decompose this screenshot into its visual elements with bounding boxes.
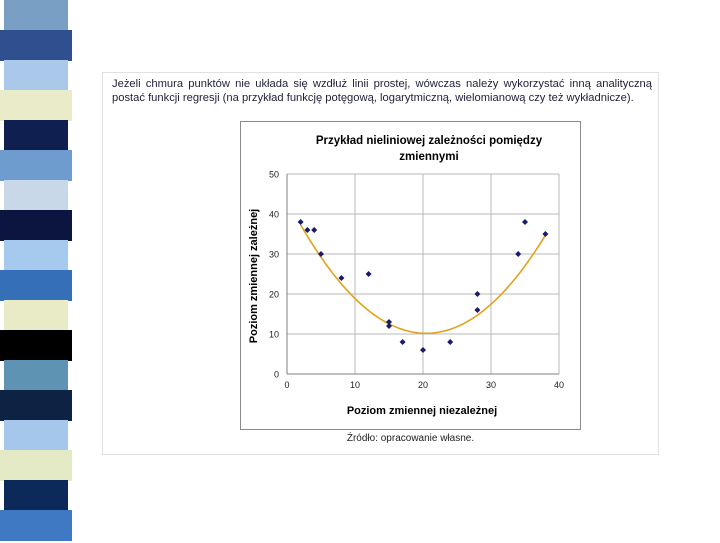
stripe-block (4, 180, 68, 213)
stripe-block (0, 270, 72, 303)
stripe-block (0, 330, 72, 363)
stripe-block (4, 300, 68, 333)
data-point (420, 347, 426, 353)
y-tick-label: 20 (269, 290, 279, 300)
stripe-block (0, 450, 72, 483)
y-tick-label: 10 (269, 330, 279, 340)
data-point (515, 251, 522, 257)
x-tick-label: 10 (350, 380, 360, 390)
stripe-block (4, 60, 68, 93)
decorative-stripe (0, 0, 72, 543)
data-point (304, 227, 311, 233)
data-point (474, 307, 481, 313)
data-point (318, 251, 324, 257)
chart-title-line-1: Przykład nieliniowej zależności pomiędzy (316, 135, 543, 147)
data-point (399, 339, 406, 345)
stripe-block (0, 30, 72, 63)
stripe-block (4, 120, 68, 153)
x-tick-label: 40 (554, 380, 564, 390)
y-axis-label: Poziom zmiennej zależnej (248, 209, 260, 343)
stripe-block (0, 390, 72, 423)
data-point (522, 219, 528, 225)
y-tick-label: 30 (269, 250, 279, 260)
chart-title-line-2: zmiennymi (399, 151, 458, 163)
content-panel: Jeżeli chmura punktów nie układa się wzd… (102, 72, 659, 455)
y-tick-label: 40 (269, 210, 279, 220)
data-point (542, 231, 549, 237)
x-tick-label: 30 (486, 380, 496, 390)
data-point (365, 271, 372, 277)
data-point (338, 275, 345, 281)
chart-frame: Przykład nieliniowej zależności pomiędzy… (240, 121, 581, 430)
scatter-chart: Przykład nieliniowej zależności pomiędzy… (248, 135, 564, 417)
intro-paragraph: Jeżeli chmura punktów nie układa się wzd… (112, 78, 652, 104)
stripe-block (4, 420, 68, 453)
stripe-block (0, 210, 72, 243)
x-tick-label: 20 (418, 380, 428, 390)
x-axis-label: Poziom zmiennej niezależnej (347, 405, 497, 417)
stripe-block (0, 90, 72, 123)
data-point (447, 339, 454, 345)
y-tick-label: 0 (274, 370, 279, 380)
stripe-block (4, 360, 68, 393)
source-note: Źródło: opracowanie własne. (346, 433, 475, 444)
data-point (474, 291, 481, 297)
stripe-block (4, 0, 68, 33)
stripe-block (4, 480, 68, 513)
plot-area: 0 10 20 30 40 50 0 10 20 30 40 (269, 170, 564, 391)
stripe-block (0, 150, 72, 183)
data-point (386, 319, 392, 325)
x-tick-label: 0 (284, 380, 289, 390)
stripe-block (0, 510, 72, 543)
data-point (386, 323, 392, 329)
stripe-block (4, 240, 68, 273)
y-tick-label: 50 (269, 170, 279, 180)
data-point (311, 227, 318, 233)
data-point (297, 219, 304, 225)
trend-line (299, 224, 547, 335)
